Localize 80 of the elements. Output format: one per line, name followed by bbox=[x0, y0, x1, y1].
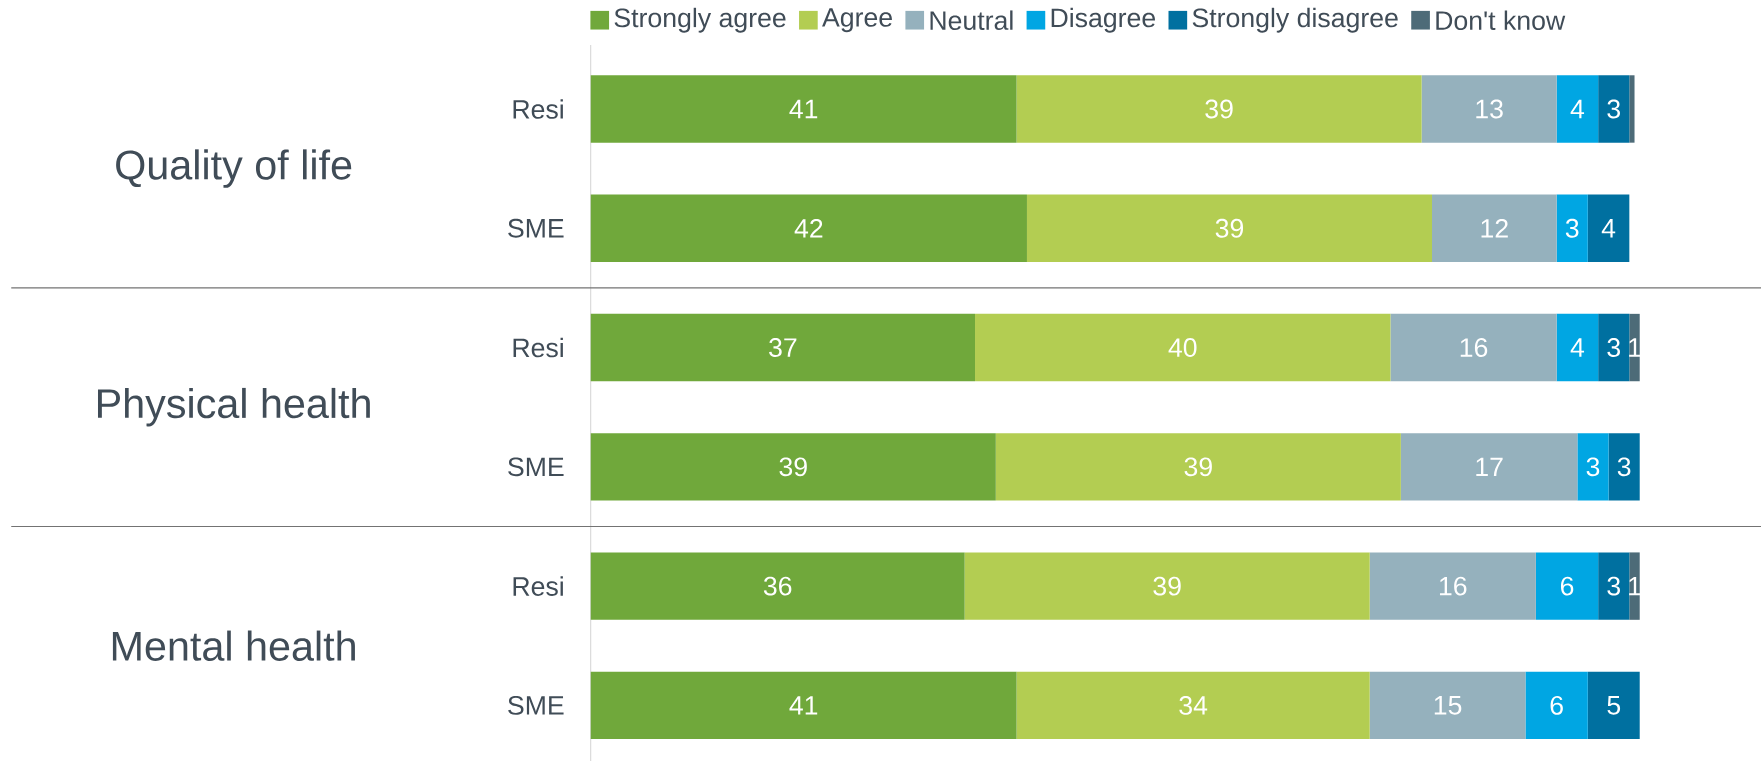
data-label: 17 bbox=[1476, 457, 1503, 476]
data-label: 36 bbox=[763, 576, 792, 596]
data-label: 3 bbox=[1607, 99, 1620, 119]
bar bbox=[1535, 552, 1599, 620]
legend-label: Strongly disagree bbox=[1192, 7, 1398, 33]
bar bbox=[1525, 671, 1588, 739]
bar bbox=[1400, 432, 1578, 501]
bar bbox=[1598, 552, 1630, 620]
bar bbox=[1369, 671, 1526, 739]
y-tick-label: SME bbox=[508, 218, 564, 238]
data-label: 13 bbox=[1476, 99, 1503, 119]
data-label: 4 bbox=[1570, 99, 1585, 118]
data-label: 42 bbox=[794, 218, 823, 238]
y-tick-label: Resi bbox=[513, 98, 563, 119]
bar bbox=[590, 432, 996, 501]
data-label: 4 bbox=[1570, 338, 1585, 357]
data-label: 41 bbox=[789, 696, 818, 715]
data-label: 34 bbox=[1179, 695, 1208, 715]
data-label: 6 bbox=[1560, 576, 1574, 596]
data-label: 39 bbox=[1184, 457, 1212, 477]
data-label: 16 bbox=[1460, 337, 1488, 357]
y-tick-label: SME bbox=[508, 457, 564, 477]
bar bbox=[1421, 75, 1557, 143]
bar bbox=[975, 313, 1391, 382]
bar bbox=[1390, 313, 1557, 382]
bar bbox=[1016, 75, 1422, 143]
bar bbox=[1556, 313, 1599, 382]
bar bbox=[1026, 194, 1432, 262]
legend-label: Neutral bbox=[930, 10, 1013, 30]
data-label: 12 bbox=[1481, 218, 1508, 238]
data-label: 1 bbox=[1629, 576, 1641, 596]
bar bbox=[1587, 671, 1640, 739]
bar bbox=[1598, 75, 1630, 143]
data-label: 3 bbox=[1617, 457, 1631, 477]
data-label: 5 bbox=[1607, 695, 1621, 715]
bar bbox=[1629, 75, 1635, 143]
bar bbox=[590, 671, 1017, 739]
data-label: 41 bbox=[789, 99, 818, 118]
data-label: 40 bbox=[1168, 337, 1197, 357]
y-tick-label: SME bbox=[508, 695, 564, 715]
legend-label: Strongly agree bbox=[614, 7, 786, 33]
y-tick-label: Resi bbox=[513, 576, 563, 596]
text: Quality of life bbox=[116, 149, 352, 188]
bar bbox=[1587, 194, 1630, 262]
data-label: 3 bbox=[1565, 218, 1579, 238]
bar bbox=[590, 552, 965, 620]
data-label: 39 bbox=[1205, 99, 1233, 119]
text: Mental health bbox=[112, 630, 355, 661]
bar bbox=[1629, 313, 1640, 382]
bar bbox=[1432, 194, 1557, 262]
bar bbox=[995, 432, 1401, 501]
bar bbox=[1016, 671, 1370, 739]
legend-label: Agree bbox=[822, 8, 892, 32]
data-label: 15 bbox=[1434, 695, 1462, 715]
bar bbox=[590, 194, 1027, 262]
bar bbox=[1577, 432, 1609, 501]
bar bbox=[1369, 552, 1536, 620]
bar bbox=[590, 75, 1017, 143]
data-label: 3 bbox=[1607, 337, 1620, 357]
bar bbox=[1598, 313, 1630, 382]
data-label: 4 bbox=[1601, 218, 1616, 238]
text: Physical health bbox=[97, 387, 370, 427]
bar bbox=[590, 313, 976, 382]
data-label: 16 bbox=[1439, 576, 1467, 596]
bar bbox=[1629, 552, 1640, 620]
bar bbox=[1608, 432, 1640, 501]
data-label: 3 bbox=[1586, 457, 1600, 477]
data-label: 39 bbox=[1215, 218, 1244, 238]
legend-label: Disagree bbox=[1051, 7, 1156, 33]
data-label: 39 bbox=[779, 457, 807, 477]
data-label: 39 bbox=[1153, 576, 1181, 596]
bar bbox=[1556, 75, 1599, 143]
data-label: 37 bbox=[769, 337, 797, 357]
data-label: 1 bbox=[1629, 338, 1641, 357]
bar bbox=[1556, 194, 1588, 262]
y-tick-label: Resi bbox=[513, 337, 563, 358]
bar bbox=[964, 552, 1370, 620]
data-label: 6 bbox=[1550, 695, 1563, 715]
data-label: 3 bbox=[1607, 576, 1620, 596]
legend-label: Don't know bbox=[1436, 10, 1566, 30]
